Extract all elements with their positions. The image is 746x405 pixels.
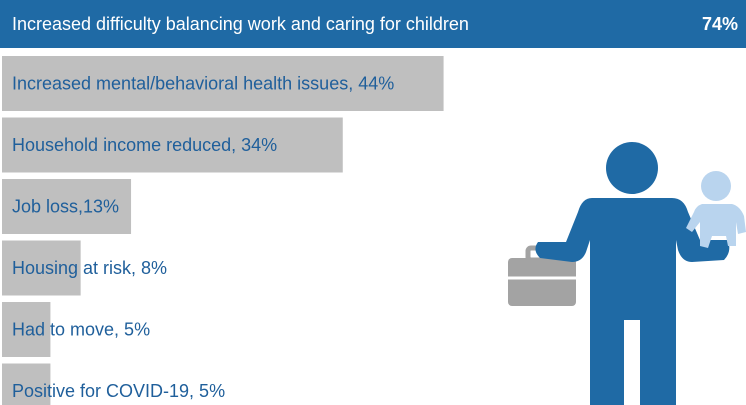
bar-label: Household income reduced, 34% xyxy=(12,135,277,155)
parent-body xyxy=(535,198,730,405)
child-head xyxy=(701,171,731,201)
bar xyxy=(2,56,444,111)
child-body xyxy=(686,204,746,248)
bar-label: Positive for COVID-19, 5% xyxy=(12,381,225,401)
bar-label: Housing at risk, 8% xyxy=(12,258,167,278)
icon-parent-with-child xyxy=(508,142,746,405)
bar xyxy=(2,363,51,405)
bar-label: Had to move, 5% xyxy=(12,319,150,339)
bar xyxy=(2,179,132,234)
value-label: 74% xyxy=(702,14,738,34)
parent-head xyxy=(606,142,658,194)
bar xyxy=(2,302,51,357)
bar xyxy=(2,240,81,296)
briefcase xyxy=(508,258,576,306)
bar-label: Increased mental/behavioral health issue… xyxy=(12,73,394,93)
bar-label: Increased difficulty balancing work and … xyxy=(12,14,469,34)
bar xyxy=(0,0,746,48)
bar xyxy=(2,117,343,173)
bar-label: Job loss,13% xyxy=(12,196,119,216)
